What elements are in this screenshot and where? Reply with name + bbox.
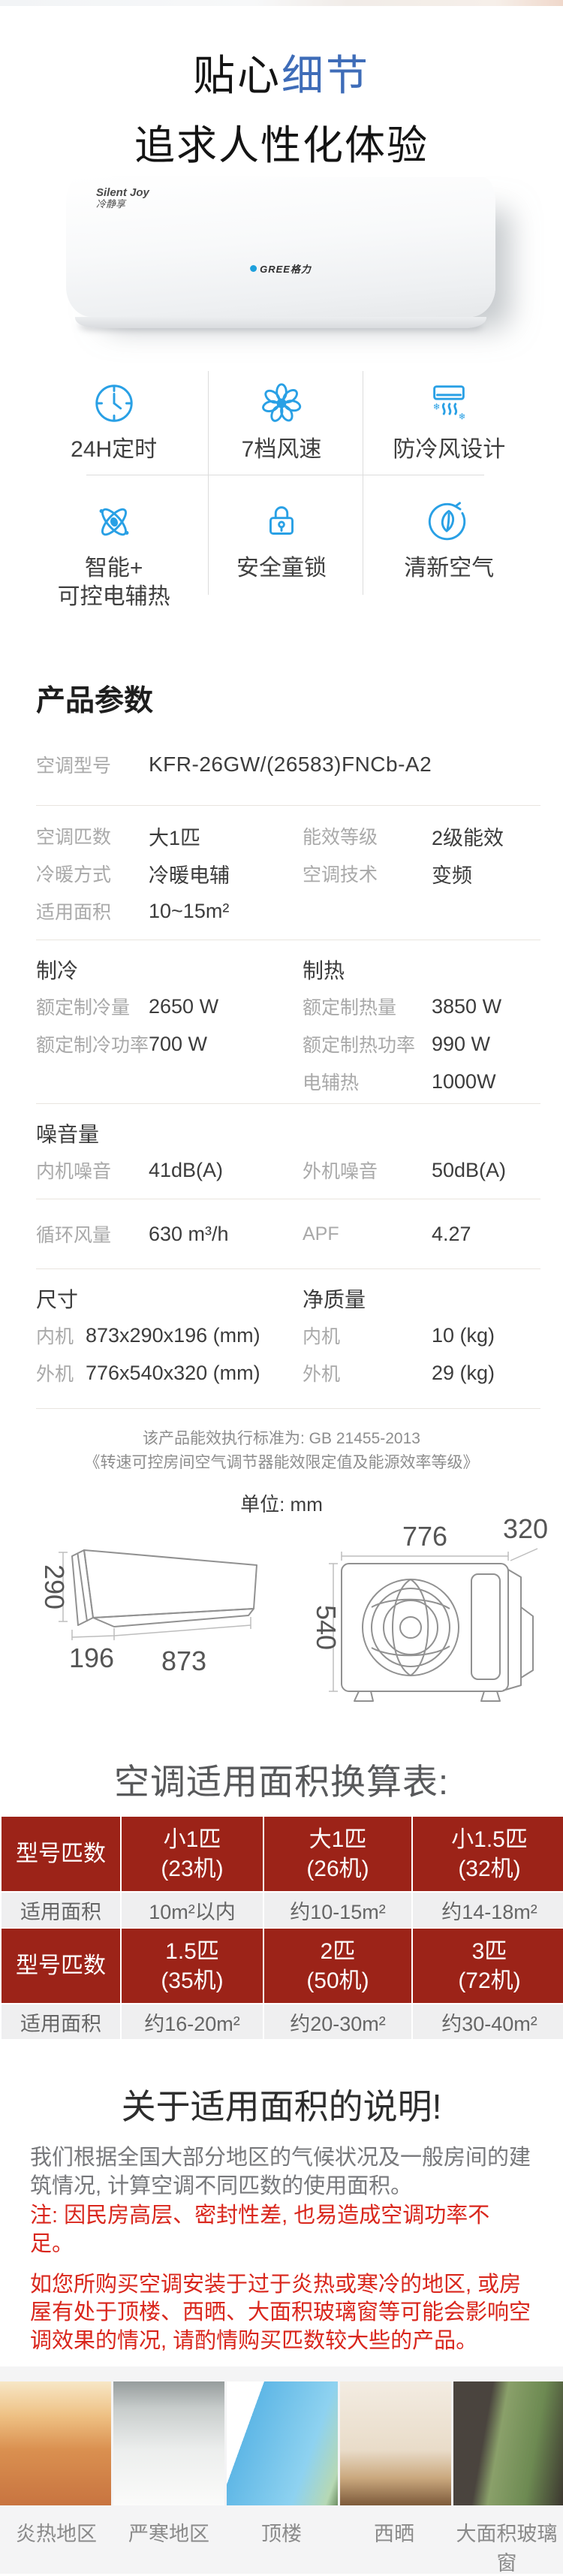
spec-row: 额定制冷量 2650 W 额定制热量 3850 W — [36, 994, 502, 1019]
outdoor-height-dim: 540 — [311, 1605, 342, 1650]
spec-row: 外机 776x540x320 (mm) 外机 29 (kg) — [36, 1361, 495, 1386]
cold-region-photo — [113, 2381, 224, 2505]
child-lock-icon — [269, 506, 294, 535]
scene-section: 炎热地区 严寒地区 顶楼 西晒 大面积玻璃窗 — [0, 2366, 563, 2574]
feature-label: 7档风速 — [241, 437, 322, 462]
outdoor-width-dim: 776 — [402, 1521, 447, 1552]
spec-basic-block: 空调匹数 大1匹 能效等级 2级能效 冷暖方式 冷暖电辅 空调技术 变频 适用面… — [36, 806, 540, 940]
spec-row: 循环风量 630 m³/h APF 4.27 — [36, 1222, 471, 1247]
hero-title-blue: 细节 — [282, 52, 370, 99]
feature-child-lock: 安全童锁 — [197, 493, 365, 611]
area-note-warning-2: 如您所购买空调安装于过于炎热或寒冷的地区, 或房屋有处于顶楼、西晒、大面积玻璃窗… — [30, 2272, 531, 2354]
fresh-air-icon — [429, 502, 466, 541]
spec-row: 电辅热 1000W — [303, 1069, 496, 1094]
smart-atom-icon — [99, 508, 129, 536]
spec-row: 额定制冷功率 700 W 额定制热功率 990 W — [36, 1032, 491, 1057]
divider — [208, 371, 209, 595]
feature-7-fan-speeds: 7档风速 — [197, 374, 365, 493]
outdoor-depth-dim: 320 — [503, 1517, 548, 1544]
unit-note: 单位: mm — [240, 1493, 323, 1516]
feature-label: 清新空气 — [404, 556, 495, 581]
air-conditioner-image: Silent Joy 冷静享 GREE格力 — [66, 177, 495, 317]
feature-label: 安全童锁 — [236, 556, 327, 581]
top-floor-photo — [227, 2381, 338, 2505]
outdoor-dim-lines — [329, 1548, 538, 1692]
spec-row: 空调型号 KFR-26GW/(26583)FNCb-A2 — [36, 753, 432, 777]
fan-icon — [262, 383, 302, 422]
spec-dimensions-block: 尺寸 净质量 内机 873x290x196 (mm) 内机 10 (kg) 外机… — [36, 1269, 540, 1409]
table-row: 型号匹数 1.5匹 (35机) 2匹 (50机) 3匹 (72机) — [2, 1929, 563, 2003]
feature-24h-timer: 24H定时 — [30, 374, 197, 493]
spec-section-title: 产品参数 — [36, 685, 154, 717]
feature-fresh-air: 清新空气 — [366, 493, 533, 611]
area-conversion-table: 型号匹数 小1匹 (23机) 大1匹 (26机) 小1.5匹 (32机) 适用面… — [0, 1815, 563, 2041]
spec-model-block: 空调型号 KFR-26GW/(26583)FNCb-A2 — [36, 741, 540, 806]
indoor-dim-lines — [59, 1552, 251, 1640]
spec-noise-block: 噪音量 内机噪音 41dB(A) 外机噪音 50dB(A) — [36, 1104, 540, 1199]
spec-row: 内机噪音 41dB(A) 外机噪音 50dB(A) — [36, 1158, 507, 1183]
area-note-title: 关于适用面积的说明! — [121, 2087, 442, 2126]
indoor-unit-drawing — [71, 1549, 257, 1627]
feature-label: 防冷风设计 — [393, 437, 506, 462]
spec-row: 内机 873x290x196 (mm) 内机 10 (kg) — [36, 1323, 495, 1348]
feature-smart-heating: 智能+ 可控电辅热 — [30, 493, 197, 611]
indoor-height-dim: 290 — [39, 1564, 70, 1609]
spec-subheaders: 尺寸 净质量 — [36, 1288, 366, 1311]
scene-label: 顶楼 — [261, 2522, 302, 2545]
area-note-warning: 注: 因民房高层、密封性差, 也易造成空调功率不足。 — [30, 2203, 490, 2257]
scene-label: 大面积玻璃窗 — [456, 2522, 558, 2574]
table-row: 适用面积 10m²以内 约10-15m² 约14-18m² — [2, 1893, 563, 1927]
scene-label: 严寒地区 — [128, 2522, 209, 2545]
svg-text:❄: ❄ — [433, 403, 441, 412]
feature-label: 24H定时 — [71, 437, 158, 462]
spec-row: 适用面积 10~15m² — [36, 899, 230, 924]
hot-region-photo — [0, 2381, 111, 2505]
previous-section-edge — [0, 0, 563, 6]
svg-text:❄: ❄ — [459, 412, 466, 421]
area-table-title: 空调适用面积换算表: — [113, 1762, 450, 1802]
outdoor-unit-drawing — [341, 1563, 534, 1702]
hero-title-black: 贴心 — [193, 52, 282, 99]
anti-cold-wind-icon: ❄ ❄ — [433, 385, 466, 421]
gree-logo: GREE格力 — [250, 261, 312, 276]
indoor-depth-dim: 196 — [69, 1642, 114, 1673]
product-photo-section: Silent Joy 冷静享 GREE格力 — [0, 174, 563, 347]
feature-label: 智能+ 可控电辅热 — [57, 556, 170, 609]
spec-section: 产品参数 空调型号 KFR-26GW/(26583)FNCb-A2 空调匹数 大… — [0, 605, 563, 1517]
gree-logo-icon — [250, 265, 257, 272]
air-conditioner-base-shadow — [75, 317, 486, 328]
scene-labels: 炎热地区 严寒地区 顶楼 西晒 大面积玻璃窗 — [0, 2517, 563, 2576]
spec-cooling-heating-block: 制冷 制热 额定制冷量 2650 W 额定制热量 3850 W 额定制冷功率 7… — [36, 940, 540, 1104]
spec-row: 空调匹数 大1匹 能效等级 2级能效 — [36, 826, 504, 849]
table-row: 型号匹数 小1匹 (23机) 大1匹 (26机) 小1.5匹 (32机) — [2, 1817, 563, 1891]
clock-icon — [95, 385, 133, 422]
spec-airflow-block: 循环风量 630 m³/h APF 4.27 — [36, 1199, 540, 1269]
dimension-diagram: 290 196 873 776 320 540 — [39, 1517, 548, 1702]
silent-joy-badge: Silent Joy 冷静享 — [96, 186, 149, 210]
energy-standard-note: 该产品能效执行标准为: GB 21455-2013 《转速可控房间空气调节器能效… — [84, 1430, 479, 1471]
west-sun-photo — [340, 2381, 451, 2505]
spec-row: 冷暖方式 冷暖电辅 空调技术 变频 — [36, 864, 472, 887]
scene-label: 西晒 — [374, 2522, 414, 2545]
scene-photo-strip — [0, 2381, 563, 2505]
table-row: 适用面积 约16-20m² 约20-30m² 约30-40m² — [2, 2004, 563, 2039]
feature-grid: 24H定时 7档风速 ❄ ❄ 防冷风设计 — [0, 347, 563, 609]
scene-label: 炎热地区 — [16, 2522, 97, 2545]
hero-title: 贴心细节 — [0, 42, 563, 103]
spec-subheaders: 噪音量 — [36, 1123, 100, 1146]
indoor-width-dim: 873 — [161, 1645, 206, 1676]
hero-section: 贴心细节 追求人性化体验 — [0, 6, 563, 174]
hero-subtitle: 追求人性化体验 — [134, 123, 429, 168]
glass-window-photo — [453, 2381, 563, 2505]
spec-subheaders: 制冷 制热 — [36, 959, 345, 982]
area-note-paragraph: 我们根据全国大部分地区的气候状况及一般房间的建筑情况, 计算空调不同匹数的使用面… — [30, 2146, 531, 2198]
feature-anti-cold-wind: ❄ ❄ 防冷风设计 — [366, 374, 533, 493]
